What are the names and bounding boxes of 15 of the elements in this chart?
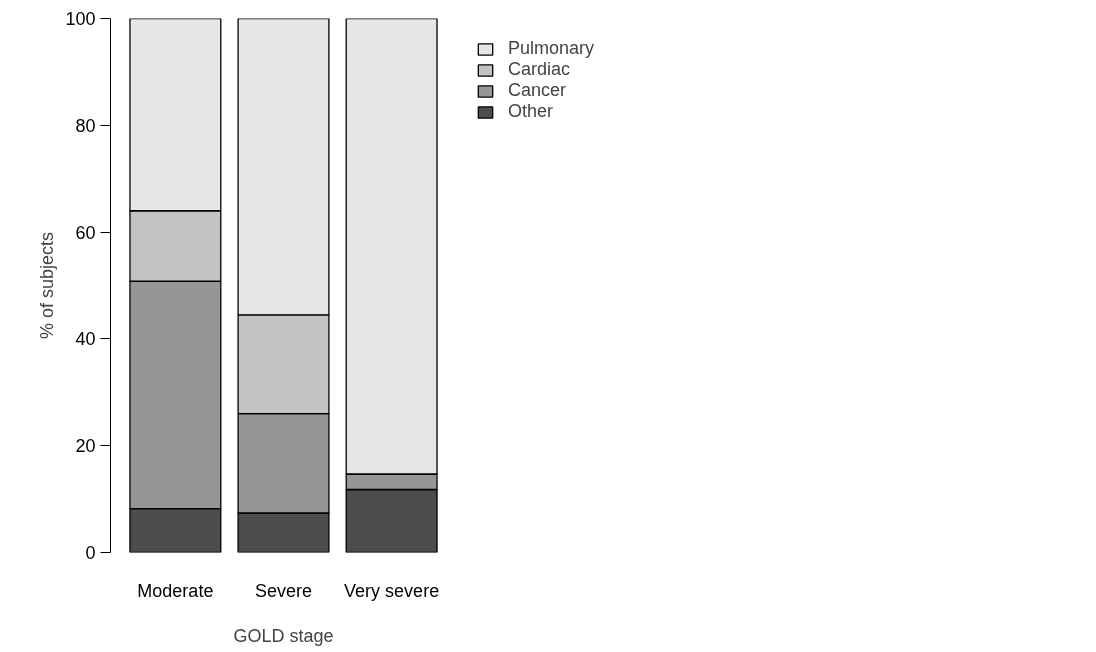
legend-label: Cardiac	[508, 59, 571, 80]
legend-label: Other	[508, 101, 554, 122]
y-tick-label: 60	[75, 222, 96, 243]
y-tick-label: 100	[65, 9, 96, 29]
x-axis-title: GOLD stage	[233, 625, 334, 646]
legend-label: Cancer	[508, 80, 567, 101]
x-tick-label: Moderate	[137, 580, 214, 601]
x-tick-label: Severe	[254, 580, 313, 601]
y-tick-label: 20	[75, 436, 96, 457]
legend-label: Pulmonary	[508, 38, 595, 59]
y-tick-label: 40	[75, 329, 96, 350]
y-axis-title: % of subjects	[37, 231, 58, 340]
x-tick-label: Very severe	[344, 580, 440, 601]
y-tick-label: 0	[85, 543, 96, 563]
y-tick-label: 80	[75, 115, 96, 136]
